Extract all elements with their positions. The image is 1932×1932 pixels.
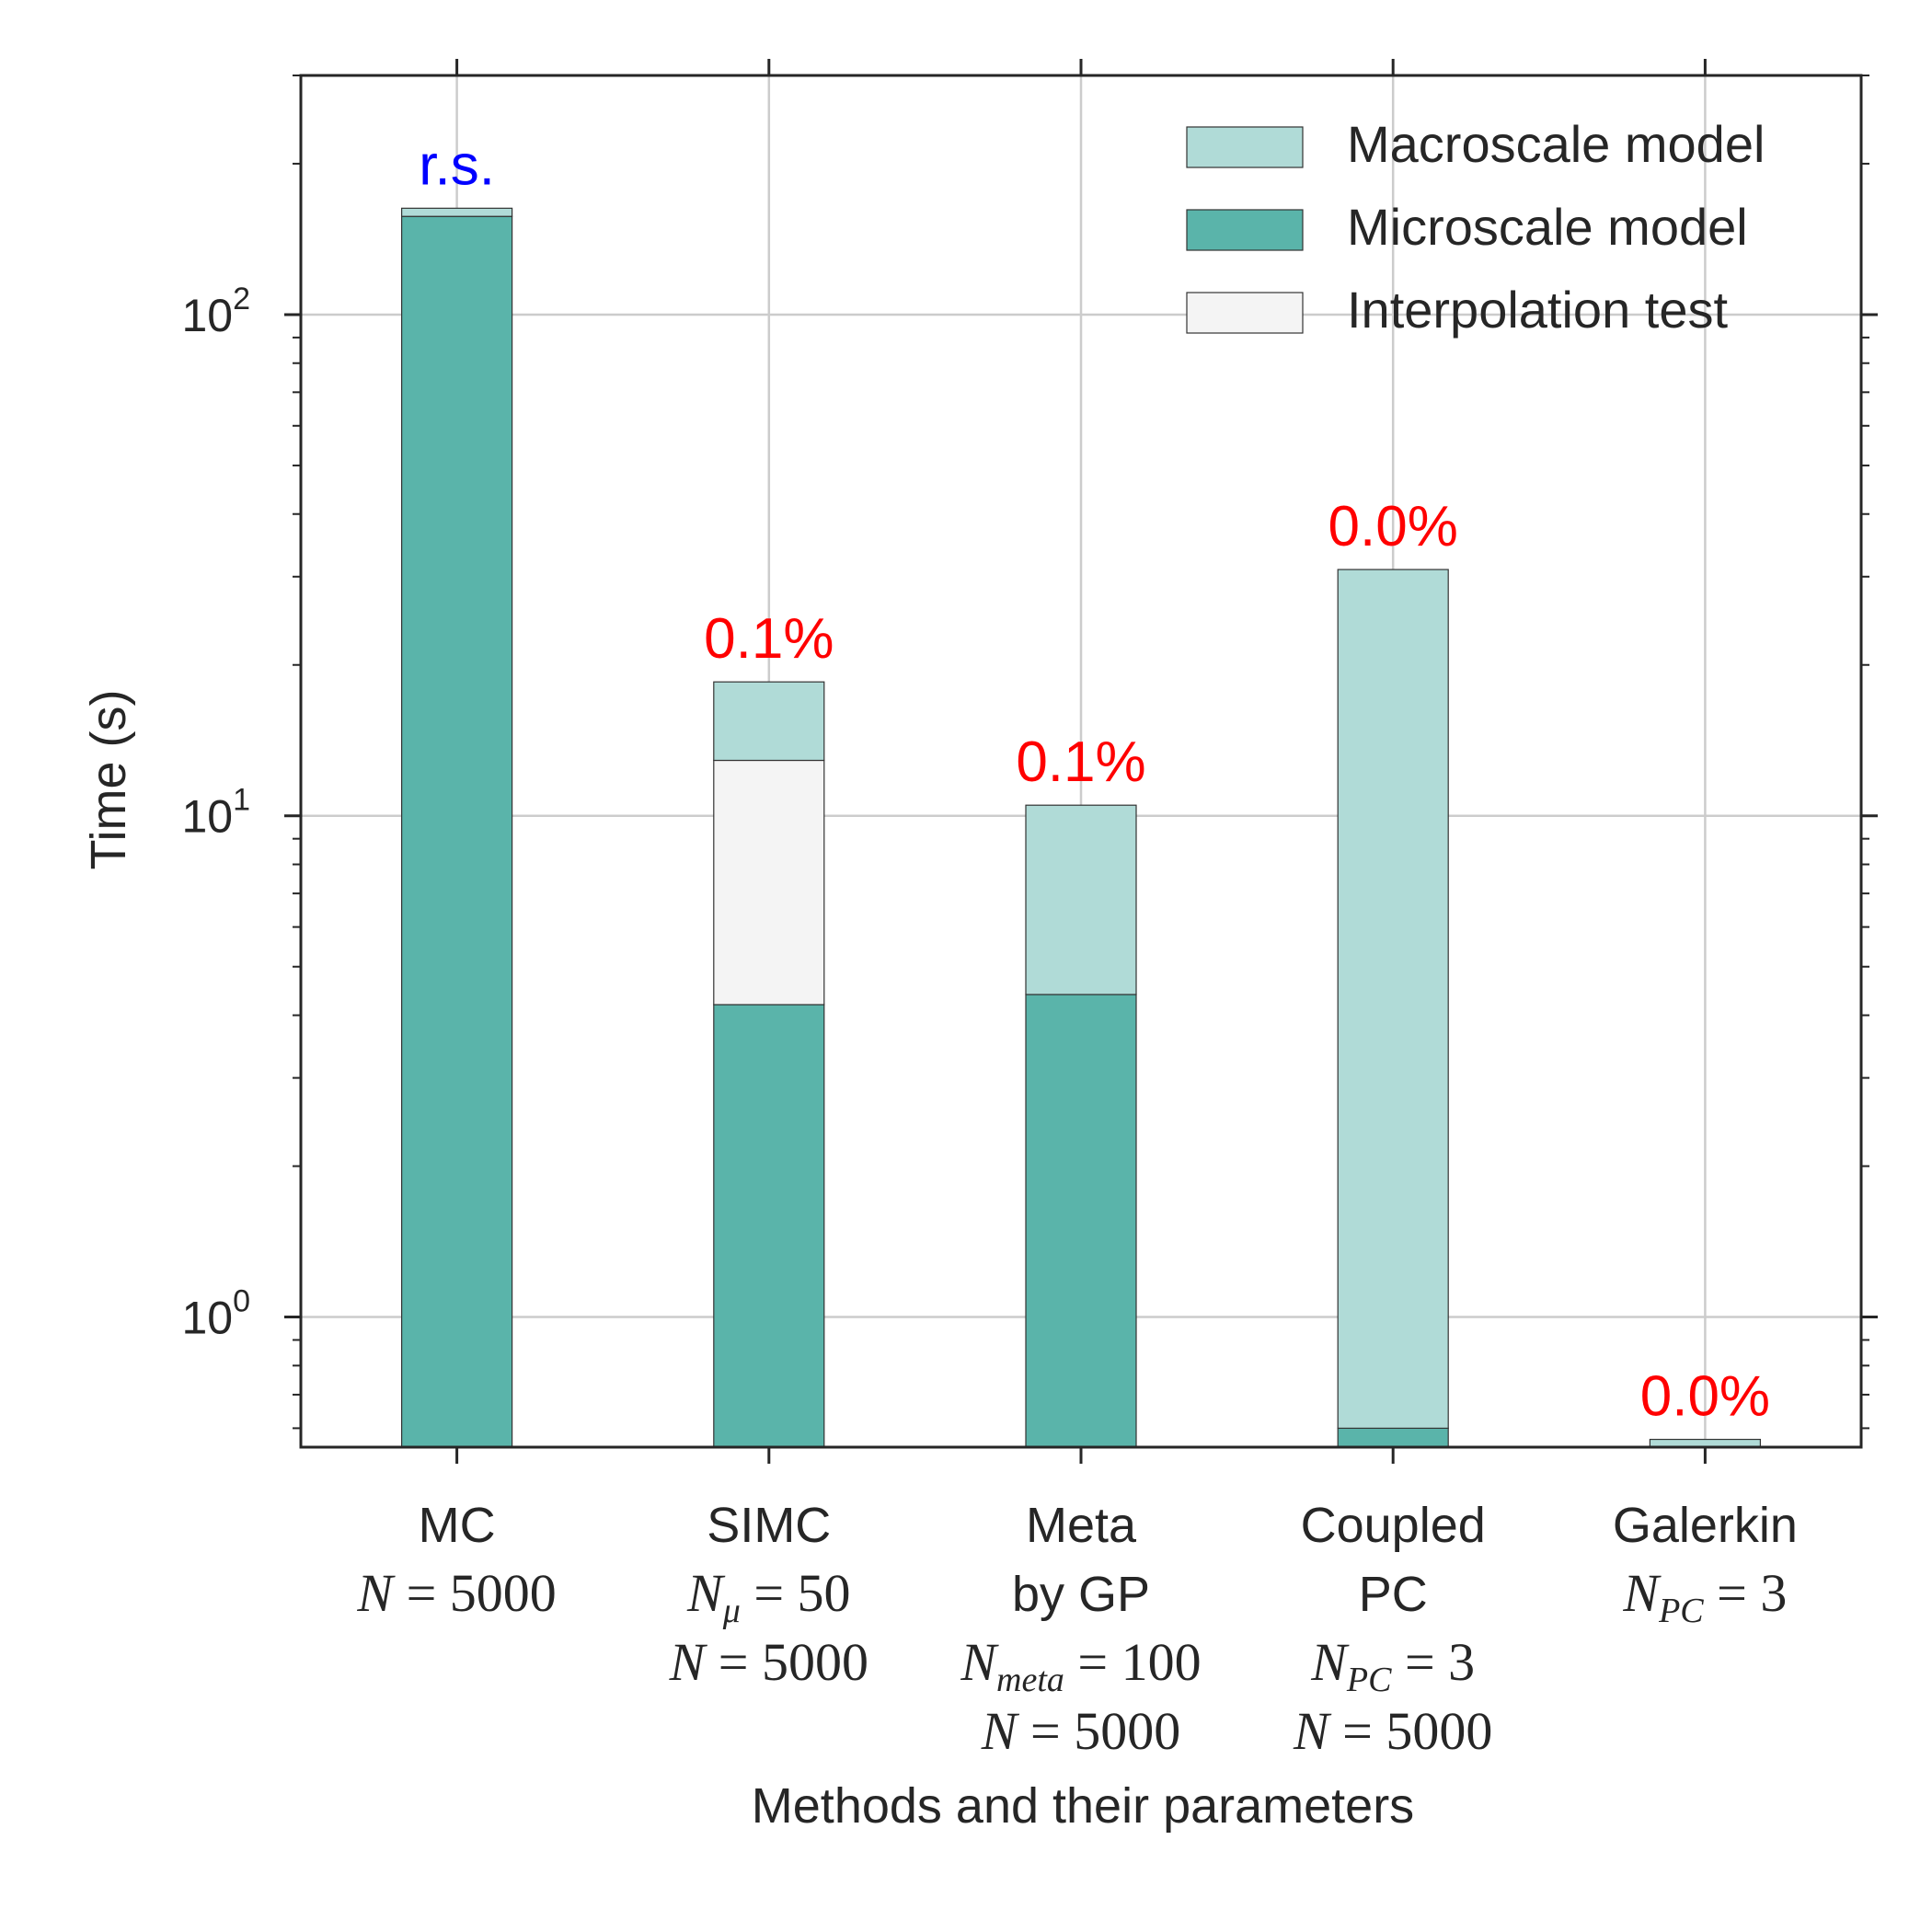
math-subscript: PC xyxy=(1346,1661,1392,1699)
y-axis-label: Time (s) xyxy=(81,690,136,870)
math-subscript: meta xyxy=(996,1661,1064,1699)
math-symbol: N xyxy=(981,1701,1020,1761)
math-symbol: N xyxy=(669,1632,708,1692)
y-tick-base: 10 xyxy=(181,1293,233,1344)
bar-annotation: 0.1% xyxy=(704,607,834,671)
legend-swatch xyxy=(1186,292,1304,334)
math-symbol: N xyxy=(1293,1701,1332,1761)
y-tick-label: 101 xyxy=(181,783,250,843)
math-symbol: N xyxy=(1622,1563,1662,1623)
math-relation: = 3 xyxy=(1704,1563,1788,1623)
math-relation: = 5000 xyxy=(1329,1701,1493,1761)
bar-annotation: 0.1% xyxy=(1016,730,1145,794)
x-tick-label-line: Coupled xyxy=(1301,1498,1486,1553)
bar-micro xyxy=(1025,994,1137,1448)
legend-swatch xyxy=(1186,209,1304,251)
x-tick-label-line: MC xyxy=(419,1498,496,1553)
math-symbol: N xyxy=(960,1632,999,1692)
x-tick-label-line: Meta xyxy=(1026,1498,1137,1553)
math-relation: = 3 xyxy=(1391,1632,1475,1692)
bar-micro xyxy=(713,1004,825,1448)
x-tick-label-math: Nmeta = 100 xyxy=(960,1632,1201,1699)
math-relation: = 5000 xyxy=(705,1632,868,1692)
x-tick-label-math: N = 5000 xyxy=(356,1563,556,1623)
x-tick-label-math: N = 5000 xyxy=(981,1701,1180,1761)
math-subscript: μ xyxy=(722,1592,741,1630)
bars xyxy=(401,207,1762,1448)
x-tick-label-line: by GP xyxy=(1012,1567,1150,1622)
x-tick-label-group: MC N = 5000 xyxy=(356,1498,556,1623)
bar-annotation: 0.0% xyxy=(1328,495,1458,558)
ticks xyxy=(284,59,1878,1464)
legend-label: Microscale model xyxy=(1347,198,1748,256)
bar-macro xyxy=(401,207,513,217)
bar-micro xyxy=(401,215,513,1448)
bar-micro xyxy=(1337,1427,1449,1448)
math-symbol: N xyxy=(356,1563,396,1623)
y-tick-exponent: 0 xyxy=(233,1284,250,1319)
legend-label: Macroscale model xyxy=(1347,115,1765,173)
math-relation: = 5000 xyxy=(1017,1701,1180,1761)
bar-macro xyxy=(1337,569,1449,1430)
y-tick-label: 102 xyxy=(181,282,250,341)
y-tick-base: 10 xyxy=(181,791,233,843)
x-tick-label-math: N = 5000 xyxy=(1293,1701,1492,1761)
annotations: r.s. 0.1% 0.1% 0.0% 0.0% xyxy=(419,133,1770,1428)
bar-annotation: 0.0% xyxy=(1640,1365,1770,1429)
math-symbol: N xyxy=(1310,1632,1350,1692)
y-tick-exponent: 2 xyxy=(233,282,250,316)
bar-macro xyxy=(713,681,825,762)
math-relation: = 100 xyxy=(1064,1632,1202,1692)
x-tick-label-math: N = 5000 xyxy=(669,1632,868,1692)
math-symbol: N xyxy=(686,1563,726,1623)
x-tick-label-line: SIMC xyxy=(707,1498,831,1553)
legend-label: Interpolation test xyxy=(1347,281,1728,339)
x-axis-label: Methods and their parameters xyxy=(752,1778,1414,1834)
bar-macro xyxy=(1025,804,1137,995)
y-tick-exponent: 1 xyxy=(233,783,250,818)
legend-swatch xyxy=(1186,126,1304,168)
y-tick-label: 100 xyxy=(181,1284,250,1344)
bar-interp xyxy=(713,759,825,1006)
bar-annotation: r.s. xyxy=(419,133,495,197)
x-tick-label-line: Galerkin xyxy=(1613,1498,1798,1553)
x-tick-label-line: PC xyxy=(1359,1567,1428,1622)
math-subscript: PC xyxy=(1658,1592,1704,1630)
y-tick-base: 10 xyxy=(181,290,233,341)
math-relation: = 50 xyxy=(741,1563,851,1623)
math-relation: = 5000 xyxy=(393,1563,557,1623)
legend: Macroscale model Microscale model Interpol… xyxy=(1186,115,1765,339)
x-tick-label-math: NPC = 3 xyxy=(1622,1563,1787,1630)
x-tick-label-group: Galerkin NPC = 3 xyxy=(1613,1498,1798,1630)
x-tick-label-math: NPC = 3 xyxy=(1310,1632,1475,1699)
x-tick-label-math: Nμ = 50 xyxy=(686,1563,850,1630)
